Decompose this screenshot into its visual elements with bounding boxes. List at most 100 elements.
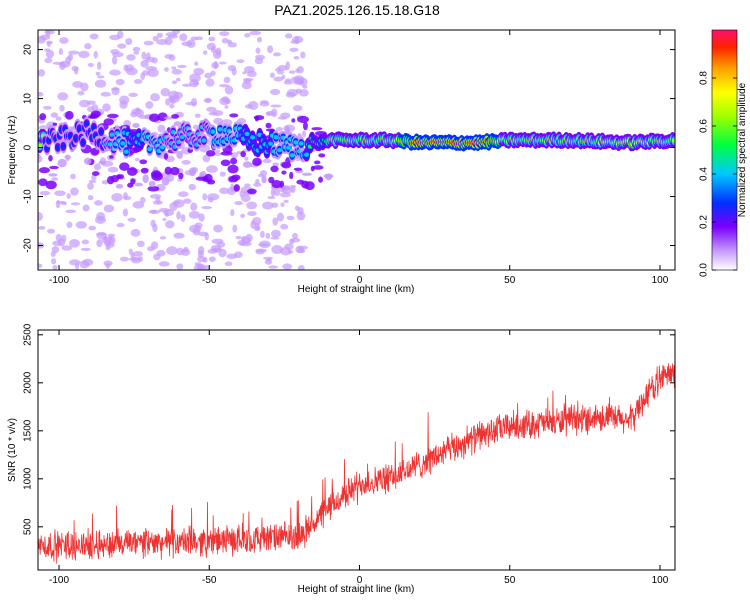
spectrogram-noise-blob [81, 239, 90, 245]
spectrogram-noise-blob [59, 104, 65, 112]
spectrogram-noise-blob [78, 99, 91, 108]
spectrogram-noise-blob [273, 76, 284, 82]
spectrogram-noise-blob [252, 157, 262, 166]
spectrogram-noise-blob [247, 188, 257, 195]
spectrogram-noise-blob [270, 188, 275, 197]
colorbar-tick-label: 0.6 [699, 119, 710, 133]
spectrogram-noise-blob [125, 38, 133, 46]
spectrogram-noise-blob [67, 50, 80, 55]
spectrogram-noise-blob [176, 263, 184, 270]
colorbar-tick-label: 0.4 [699, 167, 710, 181]
spectrogram-noise-blob [208, 36, 216, 42]
spectrogram-noise-blob [304, 181, 315, 191]
spectrogram-noise-blob [103, 204, 115, 213]
spectrogram-ridge-core [250, 135, 256, 140]
spectrogram-noise-blob [318, 176, 323, 183]
spectrogram-noise-blob [195, 176, 207, 181]
spectrogram-noise-blob [45, 180, 57, 190]
spectrogram-noise-blob [254, 57, 264, 65]
spectrogram-noise-blob [54, 190, 66, 197]
spectrogram-noise-blob [132, 46, 141, 53]
spectrogram-noise-blob [285, 61, 291, 71]
spectrogram-y-tick-label: -20 [23, 238, 34, 253]
spectrogram-noise-blob [141, 51, 147, 60]
spectrogram-noise-blob [115, 78, 125, 86]
spectrogram-x-label: Height of straight line (km) [298, 284, 415, 295]
spectrogram-noise-blob [224, 85, 234, 95]
spectrogram-noise-blob [259, 230, 265, 238]
spectrogram-noise-blob [189, 73, 201, 83]
spectrogram-noise-blob [134, 182, 144, 187]
spectrogram-noise-blob [297, 115, 309, 123]
spectrogram-noise-blob [157, 124, 166, 133]
spectrogram-ridge-core [147, 146, 153, 152]
spectrogram-noise-blob [280, 112, 291, 119]
spectrogram-x-tick-label: 0 [357, 275, 363, 286]
spectrogram-noise-blob [116, 30, 124, 39]
spectrogram-ridge-core [76, 126, 82, 132]
spectrogram-noise-blob [282, 185, 291, 191]
spectrogram-noise-blob [255, 222, 260, 230]
spectrogram-noise-blob [110, 49, 120, 55]
spectrogram-noise-blob [151, 172, 164, 181]
spectrogram-noise-blob [259, 240, 271, 249]
spectrogram-noise-blob [265, 122, 272, 129]
spectrogram-noise-blob [188, 167, 197, 177]
spectrogram-noise-blob [87, 194, 94, 201]
spectrogram-frame [37, 29, 676, 271]
spectrogram-noise-blob [240, 194, 251, 203]
colorbar-label: Normalized spectral amplitude [737, 82, 748, 217]
spectrogram-noise-blob [109, 155, 114, 159]
spectrogram-noise-blob [38, 167, 50, 174]
spectrogram-ridge-core [217, 127, 223, 132]
spectrogram-noise-blob [61, 245, 73, 251]
spectrogram-noise-blob [52, 265, 58, 270]
spectrogram-noise-blob [88, 179, 97, 184]
spectrogram-noise-blob [94, 200, 103, 206]
spectrogram-noise-blob [176, 77, 181, 82]
colorbar-tick-label: 0.8 [699, 71, 710, 85]
spectrogram-noise-blob [240, 213, 245, 219]
spectrogram-noise-blob [150, 93, 160, 102]
spectrogram-noise-blob [159, 236, 167, 240]
spectrogram-noise-blob [313, 160, 321, 165]
spectrogram-noise-blob [244, 104, 253, 109]
spectrogram-noise-blob [227, 164, 239, 174]
spectrogram-noise-blob [58, 48, 63, 55]
spectrogram-ridge-core [201, 138, 207, 143]
spectrogram-noise-blob [269, 72, 275, 79]
spectrogram-noise-blob [176, 150, 183, 159]
snr-y-tick-label: 2500 [23, 323, 34, 346]
snr-x-tick-label: 0 [357, 575, 363, 586]
spectrogram-ridge-core [60, 144, 66, 149]
spectrogram-noise-blob [243, 65, 255, 74]
spectrogram-noise-blob [186, 39, 196, 48]
spectrogram-noise-blob [110, 174, 120, 183]
spectrogram-noise-blob [38, 212, 43, 221]
spectrogram-noise-blob [44, 57, 53, 64]
spectrogram-ridge-core [98, 129, 104, 134]
spectrogram-noise-blob [133, 51, 140, 55]
spectrogram-noise-blob [103, 118, 114, 126]
spectrogram-noise-blob [219, 31, 230, 37]
spectrogram-noise-blob [292, 105, 303, 112]
spectrogram-noise-blob [294, 205, 300, 211]
spectrogram-noise-blob [98, 160, 106, 165]
spectrogram-noise-blob [193, 67, 205, 76]
spectrogram-noise-blob [244, 183, 251, 187]
spectrogram-x-tick-label: -100 [49, 275, 69, 286]
spectrogram-noise-blob [218, 61, 227, 65]
spectrogram-noise-blob [88, 225, 97, 231]
spectrogram-noise-blob [181, 83, 192, 87]
spectrogram-noise-blob [224, 261, 233, 267]
spectrogram-noise-blob [268, 176, 275, 184]
spectrogram-x-tick-label: -50 [202, 275, 217, 286]
spectrogram-noise-blob [65, 209, 77, 214]
spectrogram-noise-blob [255, 47, 261, 54]
colorbar-scale [711, 29, 738, 271]
spectrogram-noise-blob [168, 90, 180, 100]
spectrogram-noise-blob [288, 70, 296, 74]
spectrogram-noise-blob [170, 166, 180, 176]
spectrogram-noise-blob [173, 232, 185, 239]
spectrogram-noise-blob [289, 171, 294, 180]
